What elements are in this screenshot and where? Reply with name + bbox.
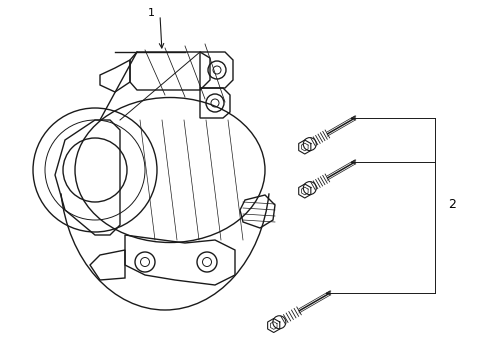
Text: 1: 1 <box>148 8 155 18</box>
Text: 2: 2 <box>447 198 455 211</box>
Circle shape <box>272 316 285 329</box>
Circle shape <box>303 181 316 195</box>
Circle shape <box>303 138 316 150</box>
Circle shape <box>63 138 127 202</box>
